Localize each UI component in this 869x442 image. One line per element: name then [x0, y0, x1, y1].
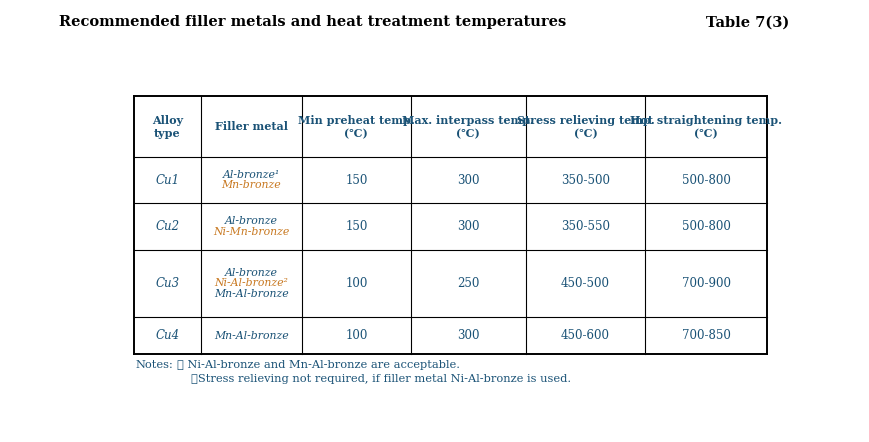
Text: Filler metal: Filler metal	[215, 121, 288, 132]
Text: (℃): (℃)	[344, 128, 368, 139]
Text: 300: 300	[457, 329, 480, 342]
Text: Ni-Al-bronze²: Ni-Al-bronze²	[215, 278, 289, 289]
Text: 250: 250	[457, 277, 480, 290]
Text: 300: 300	[457, 220, 480, 233]
Text: 500-800: 500-800	[681, 220, 731, 233]
Text: ① Ni-Al-bronze and Mn-Al-bronze are acceptable.: ① Ni-Al-bronze and Mn-Al-bronze are acce…	[177, 360, 461, 370]
Text: 350-550: 350-550	[561, 220, 610, 233]
Text: Al-bronze¹: Al-bronze¹	[222, 170, 280, 180]
Text: Stress relieving temp.: Stress relieving temp.	[516, 115, 654, 126]
Text: type: type	[154, 128, 181, 139]
Text: 100: 100	[345, 277, 368, 290]
Text: Cu3: Cu3	[156, 277, 180, 290]
Text: Mn-Al-bronze: Mn-Al-bronze	[214, 290, 289, 299]
Text: Cu1: Cu1	[156, 174, 180, 187]
Text: 100: 100	[345, 329, 368, 342]
Text: 150: 150	[345, 174, 368, 187]
Text: Al-bronze: Al-bronze	[225, 267, 278, 278]
Text: 450-500: 450-500	[561, 277, 610, 290]
Text: 150: 150	[345, 220, 368, 233]
Text: Cu2: Cu2	[156, 220, 180, 233]
Text: Mn-Al-bronze: Mn-Al-bronze	[214, 331, 289, 341]
Text: Ni-Mn-bronze: Ni-Mn-bronze	[213, 227, 289, 236]
Text: Mn-bronze: Mn-bronze	[222, 180, 282, 191]
Text: Cu4: Cu4	[156, 329, 180, 342]
Text: Alloy: Alloy	[152, 115, 183, 126]
Text: Table 7(3): Table 7(3)	[706, 15, 789, 30]
Text: (℃): (℃)	[456, 128, 480, 139]
Text: Min preheat temp.: Min preheat temp.	[298, 115, 415, 126]
Text: 700-900: 700-900	[681, 277, 731, 290]
Text: (℃): (℃)	[694, 128, 718, 139]
Text: 450-600: 450-600	[561, 329, 610, 342]
Text: 300: 300	[457, 174, 480, 187]
Text: 350-500: 350-500	[561, 174, 610, 187]
Text: Al-bronze: Al-bronze	[225, 216, 278, 226]
Text: 700-850: 700-850	[681, 329, 731, 342]
Text: Hot straightening temp.: Hot straightening temp.	[630, 115, 782, 126]
Text: Notes:: Notes:	[136, 360, 173, 370]
Text: Max. interpass temp.: Max. interpass temp.	[402, 115, 534, 126]
Text: 500-800: 500-800	[681, 174, 731, 187]
Text: Recommended filler metals and heat treatment temperatures: Recommended filler metals and heat treat…	[59, 15, 567, 30]
Text: ②Stress relieving not required, if filler metal Ni-Al-bronze is used.: ②Stress relieving not required, if fille…	[191, 374, 571, 384]
Text: (℃): (℃)	[574, 128, 597, 139]
